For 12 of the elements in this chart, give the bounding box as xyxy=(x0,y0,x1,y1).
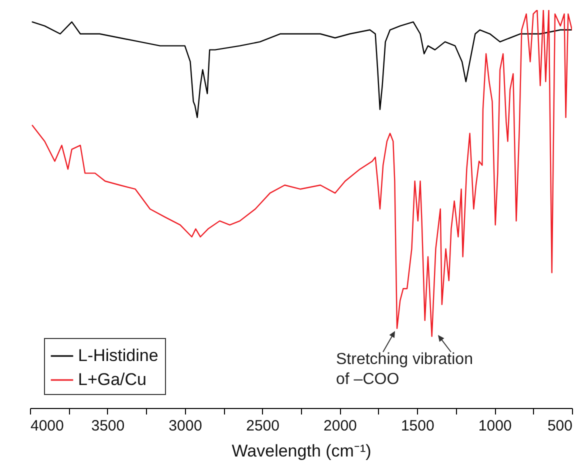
x-tick-label: 2500 xyxy=(246,418,280,434)
x-tick-label: 3000 xyxy=(168,418,202,434)
x-axis-title: Wavelength (cm⁻¹) xyxy=(232,442,372,460)
legend-label: L+Ga/Cu xyxy=(78,370,147,389)
x-tick-label: 4000 xyxy=(30,418,64,434)
annotation: Stretching vibration of –COO xyxy=(336,350,474,390)
x-tick-label: 1500 xyxy=(400,418,434,434)
x-tick-label: 1000 xyxy=(478,418,512,434)
x-tick-label: 3500 xyxy=(91,418,125,434)
x-tick-label: 500 xyxy=(547,418,572,434)
x-tick-label: 2000 xyxy=(324,418,357,434)
legend-label: L-Histidine xyxy=(78,346,158,365)
